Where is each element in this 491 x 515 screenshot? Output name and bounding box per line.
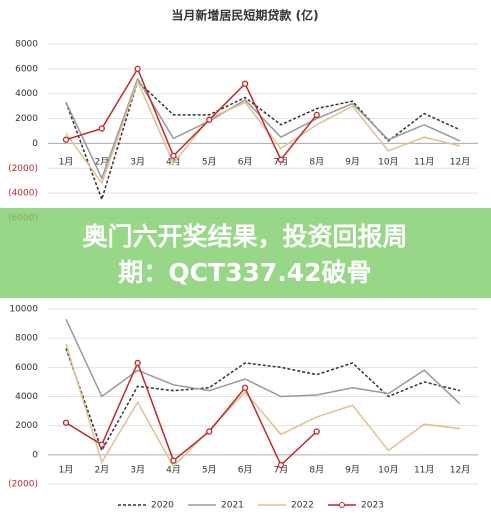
point [241, 384, 249, 391]
y-tick-label: (4000) [8, 189, 38, 199]
point [170, 457, 177, 464]
banner-text: 奥门六开奖结果，投资回报周 [82, 222, 407, 251]
legend-label: 2021 [221, 501, 244, 511]
legend-marker [339, 502, 345, 508]
point [170, 152, 177, 160]
point [62, 136, 70, 143]
x-tick-label: 12月 [450, 465, 470, 476]
series-line [65, 360, 318, 467]
point [98, 125, 105, 132]
x-tick-label: 11月 [414, 157, 434, 168]
y-tick-label: 4000 [15, 392, 38, 402]
y-tick-label: 2000 [15, 114, 38, 124]
legend-label: 2020 [151, 501, 174, 511]
legend-label: 2022 [291, 501, 314, 511]
x-tick-label: 1月 [59, 157, 74, 168]
y-tick-label: 4000 [15, 89, 38, 99]
y-tick-label: 0 [32, 450, 38, 460]
banner-text: 期：QCT337.42破骨 [118, 258, 371, 287]
x-tick-label: 9月 [345, 465, 360, 476]
point [134, 65, 141, 73]
legend-label: 2023 [361, 501, 384, 511]
y-tick-label: 0 [32, 139, 38, 149]
x-tick-label: 3月 [130, 465, 145, 476]
x-tick-label: 2月 [94, 465, 109, 476]
x-tick-label: 8月 [309, 465, 324, 476]
banner-background [0, 208, 491, 298]
x-tick-label: 10月 [378, 465, 398, 476]
x-tick-label: 10月 [378, 157, 398, 168]
chart-title: 当月新增居民短期贷款 (亿) [171, 8, 318, 23]
series-line [65, 79, 461, 185]
point [98, 441, 105, 448]
x-tick-label: 7月 [274, 465, 289, 476]
point [241, 80, 249, 87]
series-line [65, 318, 461, 405]
point [277, 156, 285, 163]
point [62, 419, 70, 426]
x-tick-label: 11月 [414, 465, 434, 476]
point [313, 428, 320, 435]
y-tick-label: 8000 [15, 334, 38, 344]
point [206, 428, 213, 435]
series-line [65, 79, 461, 202]
x-tick-label: 12月 [450, 157, 470, 168]
x-tick-label: 4月 [166, 465, 181, 476]
x-tick-label: 6月 [238, 465, 253, 476]
x-tick-label: 5月 [202, 465, 217, 476]
x-tick-label: 5月 [202, 157, 217, 168]
series-line [65, 77, 461, 181]
y-tick-label: 6000 [15, 363, 38, 373]
x-tick-label: 2月 [94, 157, 109, 168]
point [313, 111, 320, 118]
x-tick-label: 8月 [309, 157, 324, 168]
y-tick-label: 8000 [15, 40, 38, 50]
y-tick-label: 6000 [15, 64, 38, 74]
x-tick-label: 1月 [59, 465, 74, 476]
series-line [65, 67, 318, 161]
x-tick-label: 3月 [130, 157, 145, 168]
y-tick-label: (2000) [8, 164, 38, 174]
point [134, 359, 141, 367]
x-tick-label: 9月 [345, 157, 360, 168]
x-tick-label: 6月 [238, 157, 253, 168]
point [277, 461, 285, 469]
y-tick-label: (2000) [8, 480, 38, 490]
y-tick-label: 10000 [9, 305, 38, 315]
series-line [65, 343, 461, 468]
y-tick-label: 2000 [15, 421, 38, 431]
series-line [65, 348, 461, 453]
point [206, 116, 213, 123]
